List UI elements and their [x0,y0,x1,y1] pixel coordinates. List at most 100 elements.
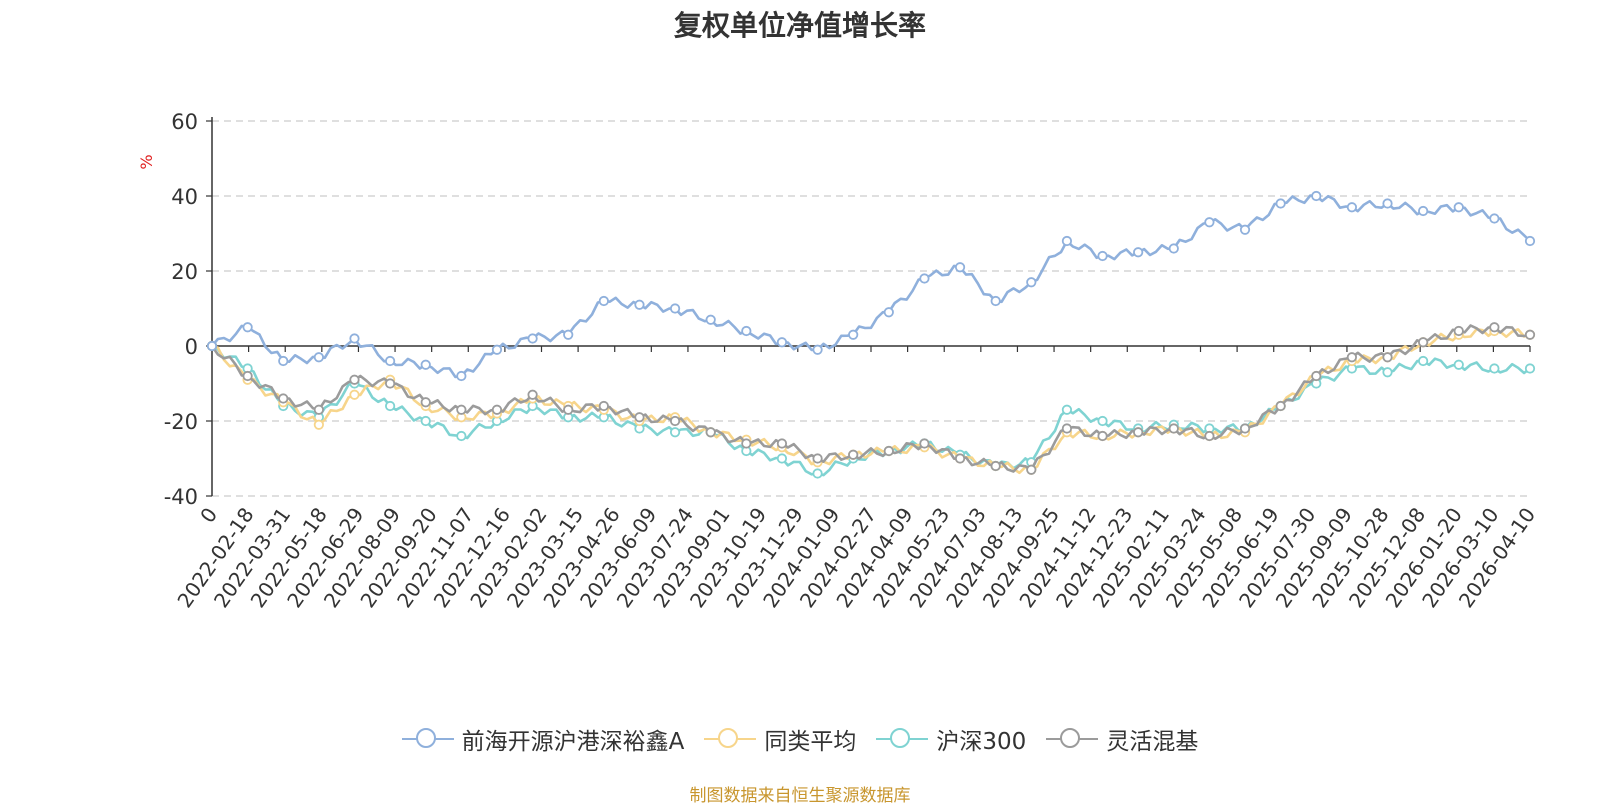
data-point [1382,367,1393,378]
data-point [349,374,360,385]
legend-item-flexible-mixed[interactable]: 灵活混基 [1046,722,1198,756]
data-point [741,325,752,337]
legend-label: 前海开源沪港深裕鑫A [461,729,685,755]
y-tick-label: -40 [164,485,198,509]
series-line [211,327,1531,475]
data-point [1418,355,1429,367]
data-point [313,404,324,415]
data-point [1204,430,1215,442]
data-point [491,404,503,415]
data-point [1418,205,1429,217]
data-point [385,355,396,367]
data-point [669,303,681,314]
y-tick-label: 40 [171,185,198,209]
data-point [919,438,930,449]
legend-item-fund[interactable]: 前海开源沪港深裕鑫A [401,722,685,756]
data-point [1061,404,1073,415]
data-point [990,295,1001,307]
data-point [1275,400,1286,412]
series-line [211,344,1531,477]
legend-swatch-icon [876,727,929,751]
data-point [1097,250,1108,262]
data-point [563,329,574,340]
grid-layer [212,120,1530,497]
data-point [1204,217,1215,228]
y-tick-label: 0 [185,335,198,359]
data-point [1026,277,1037,288]
data-point [954,453,966,464]
legend-label: 灵活混基 [1106,729,1199,755]
data-point [1097,415,1108,427]
data-point [1453,202,1464,213]
data-point [776,337,788,348]
data-point [1097,430,1108,442]
data-point [1382,352,1393,363]
data-point [848,449,859,460]
data-point [527,333,538,344]
data-point [883,445,894,457]
data-point [919,273,930,284]
data-point [812,344,823,355]
data-point [456,404,467,415]
axis-layer: 6040200-20-4002022-02-182022-03-312022-0… [164,110,1540,612]
legend-swatch-icon [704,727,757,751]
data-point [242,322,253,333]
data-point [1311,370,1322,382]
legend-label: 沪深300 [936,729,1027,755]
data-point [420,415,431,427]
data-point [527,389,538,400]
data-point [812,468,823,479]
legend-ring [718,728,739,748]
data-point [1489,213,1500,224]
data-point [242,370,253,382]
data-point [385,378,396,389]
data-point [313,419,324,430]
data-point [420,359,431,370]
data-point [776,438,788,449]
data-point [349,333,360,344]
data-point [1524,235,1536,247]
data-point [954,262,966,273]
data-point [1418,337,1429,348]
legend-item-csi300[interactable]: 沪深300 [876,722,1026,756]
data-point [1026,464,1037,475]
y-tick-label: -20 [164,410,198,434]
source-note: 制图数据来自恒生聚源数据库 [689,786,911,806]
data-point [349,389,360,400]
data-point [1061,423,1073,434]
legend-ring [1060,728,1081,748]
data-point [1453,359,1464,370]
data-point [1168,243,1179,254]
data-point [990,460,1001,472]
data-point [1382,198,1393,209]
data-point [883,307,894,318]
data-point [598,400,609,412]
series-line [211,194,1531,379]
legend: 前海开源沪港深裕鑫A 同类平均 沪深300 灵活混基 [0,722,1600,756]
data-point [278,393,289,404]
data-point [1346,352,1357,363]
data-point [456,370,467,382]
data-point [1133,427,1144,438]
data-point [1275,198,1286,209]
data-point [278,355,289,367]
x-tick-label: 0 [195,503,222,527]
data-point [385,400,396,412]
data-point [1311,190,1322,202]
data-point [1489,363,1500,374]
data-point [705,427,716,438]
data-point [1453,325,1464,337]
y-axis-label: % [137,154,156,169]
data-point [1489,322,1500,333]
series-layer [206,190,1536,479]
data-point [1133,247,1144,258]
data-point [1168,423,1179,434]
data-point [1524,329,1536,340]
data-point [1524,363,1536,374]
data-point [206,340,218,352]
data-point [776,453,788,464]
data-point [1346,202,1357,213]
data-point [634,412,645,423]
legend-item-peer-average[interactable]: 同类平均 [704,722,856,756]
